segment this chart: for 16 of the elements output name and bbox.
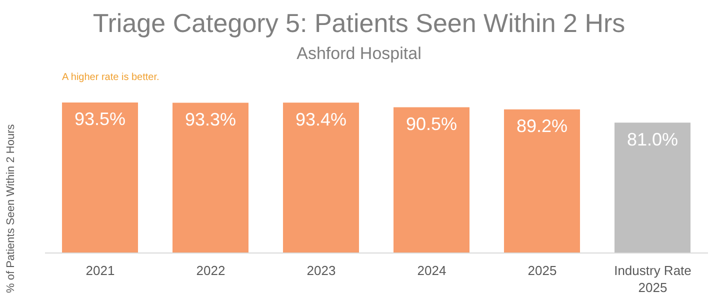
x-tick-label: 2021 (86, 263, 115, 278)
data-label: 81.0% (626, 129, 678, 150)
chart-title: Triage Category 5: Patients Seen Within 2 Hrs (92, 8, 626, 39)
x-tick-label: 2023 (306, 263, 336, 278)
x-tick-label: Industry Rate 2025 (614, 263, 692, 295)
text: A higher rate is better. (62, 72, 160, 83)
data-label: 93.5% (74, 109, 126, 130)
y-axis-title: % of Patients Seen Within 2 Hours (5, 124, 17, 293)
x-tick-label: 2022 (196, 263, 226, 278)
chart-subtitle: Ashford Hospital (296, 44, 422, 64)
data-label: 89.2% (516, 116, 568, 136)
x-tick-label: 2024 (417, 263, 446, 278)
data-label: 90.5% (406, 114, 458, 134)
x-tick-label: 2025 (528, 263, 557, 278)
data-label: 93.4% (295, 109, 347, 130)
data-label: 93.3% (184, 110, 236, 130)
